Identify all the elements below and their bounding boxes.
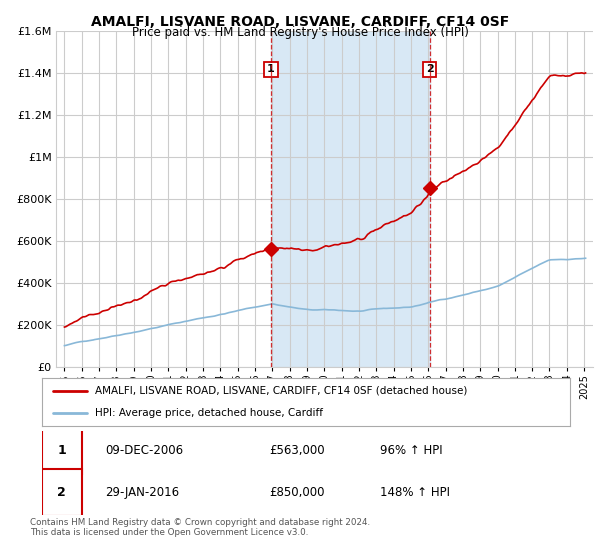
Text: 2: 2 (58, 486, 66, 499)
Text: HPI: Average price, detached house, Cardiff: HPI: Average price, detached house, Card… (95, 408, 323, 418)
Text: 1: 1 (58, 444, 66, 457)
Text: £850,000: £850,000 (269, 486, 325, 499)
FancyBboxPatch shape (42, 469, 82, 516)
Bar (271, 31, 430, 367)
Text: AMALFI, LISVANE ROAD, LISVANE, CARDIFF, CF14 0SF (detached house): AMALFI, LISVANE ROAD, LISVANE, CARDIFF, … (95, 386, 467, 396)
Text: 09-DEC-2006: 09-DEC-2006 (106, 444, 184, 457)
Text: 1: 1 (267, 64, 275, 74)
Text: 96% ↑ HPI: 96% ↑ HPI (380, 444, 443, 457)
Text: 29-JAN-2016: 29-JAN-2016 (106, 486, 179, 499)
Text: 2: 2 (426, 64, 433, 74)
Text: £563,000: £563,000 (269, 444, 325, 457)
Text: 148% ↑ HPI: 148% ↑ HPI (380, 486, 450, 499)
Text: AMALFI, LISVANE ROAD, LISVANE, CARDIFF, CF14 0SF: AMALFI, LISVANE ROAD, LISVANE, CARDIFF, … (91, 15, 509, 29)
Text: Contains HM Land Registry data © Crown copyright and database right 2024.
This d: Contains HM Land Registry data © Crown c… (30, 518, 370, 538)
Text: Price paid vs. HM Land Registry's House Price Index (HPI): Price paid vs. HM Land Registry's House … (131, 26, 469, 39)
FancyBboxPatch shape (42, 427, 82, 474)
